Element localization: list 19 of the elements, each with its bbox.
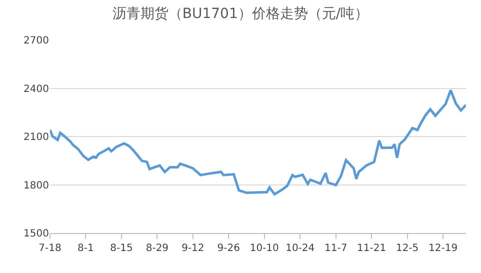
x-tick-label: 8-1 bbox=[78, 243, 94, 254]
x-tick-label: 9-12 bbox=[182, 243, 204, 254]
x-tick-label: 9-26 bbox=[217, 243, 240, 254]
x-tick-label: 12-19 bbox=[428, 243, 458, 254]
x-tick-label: 10-24 bbox=[286, 243, 315, 254]
y-tick-label: 2100 bbox=[24, 132, 49, 143]
y-tick-label: 2700 bbox=[24, 36, 49, 46]
x-tick-label: 11-7 bbox=[324, 243, 348, 254]
x-tick-label: 8-15 bbox=[110, 243, 133, 254]
x-tick-label: 8-29 bbox=[146, 243, 169, 254]
line-series bbox=[50, 88, 466, 196]
x-tick-label: 12-5 bbox=[396, 243, 419, 254]
y-tick-label: 2400 bbox=[24, 84, 49, 95]
x-tick-label: 11-21 bbox=[357, 243, 386, 254]
y-tick-label: 1500 bbox=[24, 228, 49, 240]
x-tick-label: 10-10 bbox=[250, 243, 279, 254]
x-tick-label: 7-18 bbox=[38, 243, 62, 254]
y-tick-label: 1800 bbox=[24, 180, 49, 192]
chart-title: 沥青期货（BU1701）价格走势（元/吨） bbox=[112, 6, 369, 22]
